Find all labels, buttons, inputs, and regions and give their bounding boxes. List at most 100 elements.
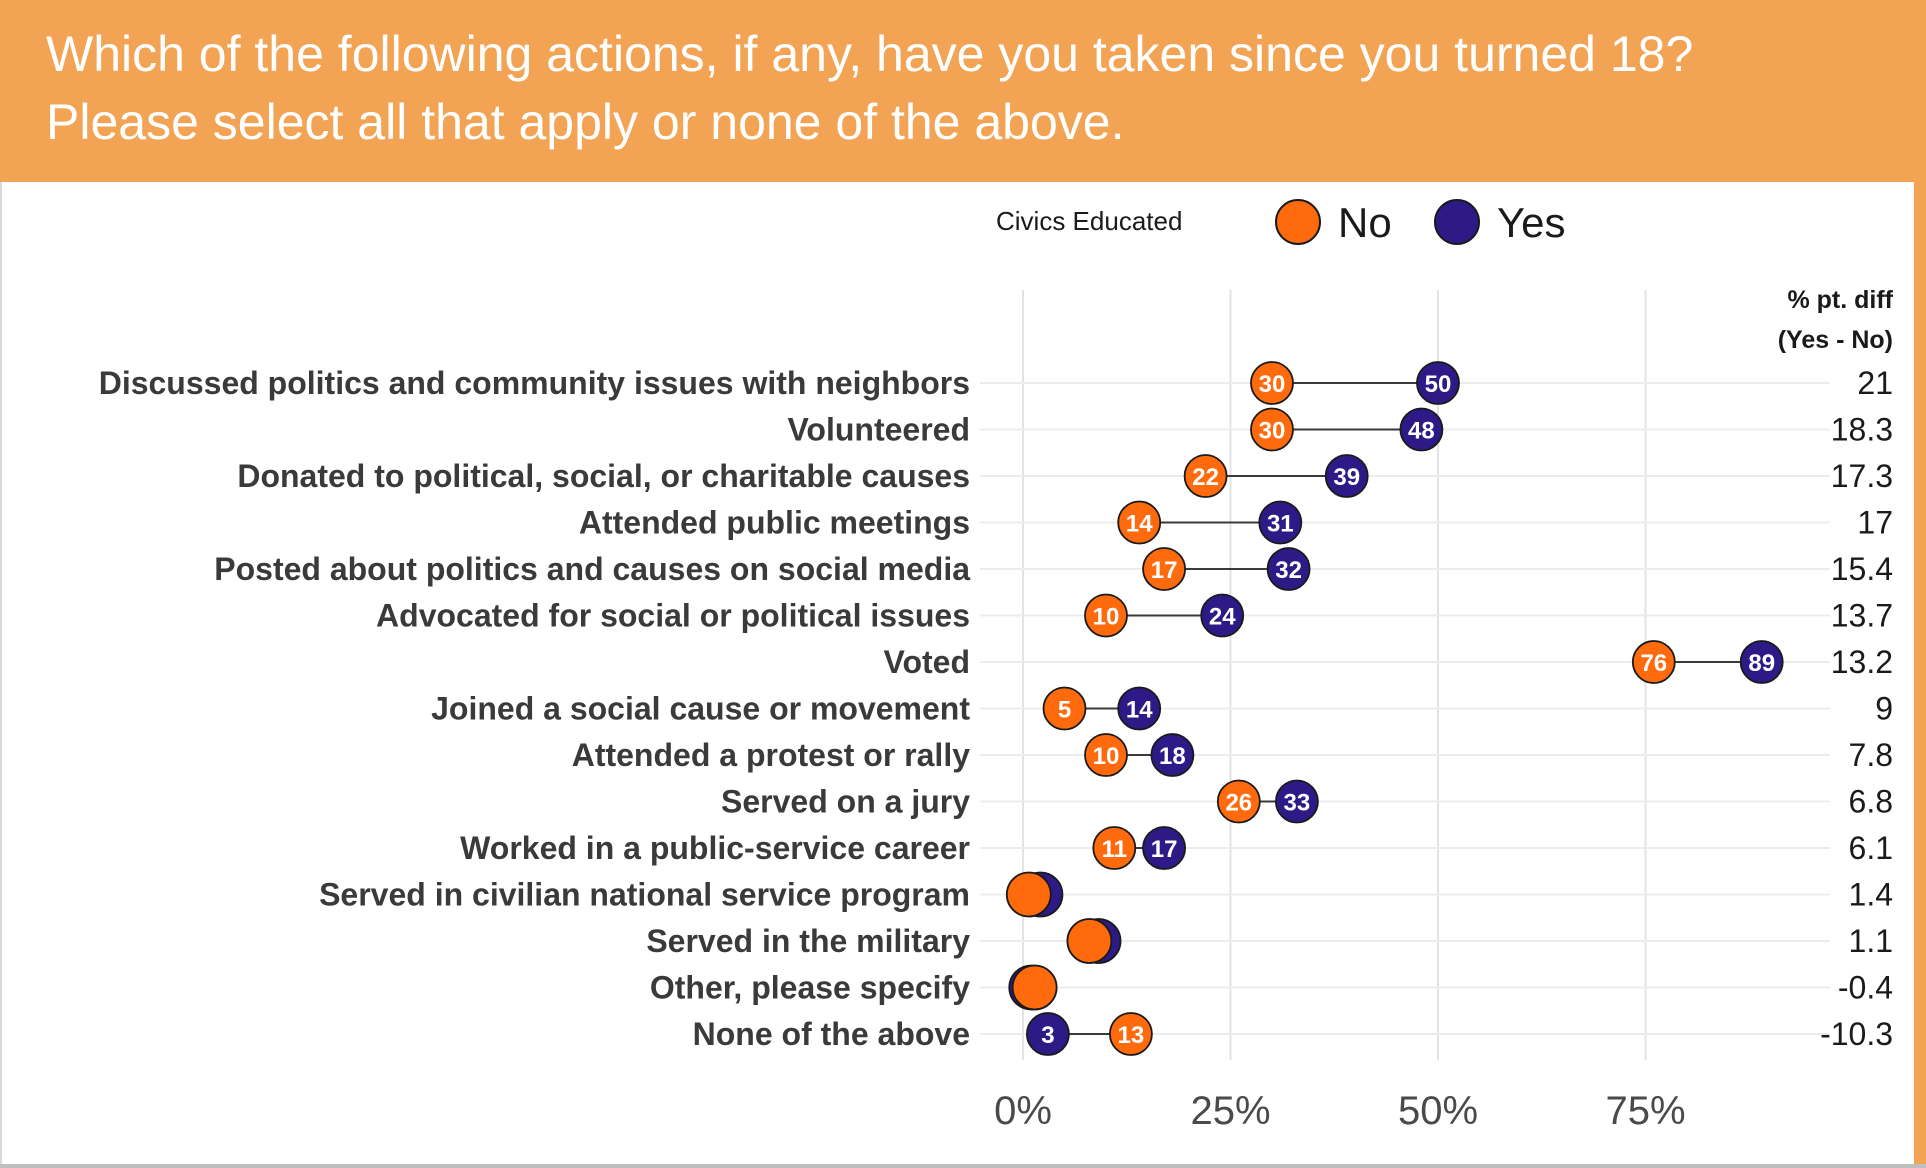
- category-label: Attended public meetings: [579, 505, 970, 541]
- category-label: Other, please specify: [650, 970, 970, 1006]
- row-14: None of the above 13 3 -10.3: [693, 1012, 1893, 1056]
- legend: Civics Educated No Yes % pt. diff (Yes - No): [996, 199, 1894, 354]
- x-tick-label: 25%: [1190, 1089, 1270, 1133]
- diff-value: 13.2: [1831, 644, 1893, 680]
- diff-value: 15.4: [1831, 551, 1893, 587]
- dot-yes-label: 50: [1425, 371, 1452, 398]
- question-line-1: Which of the following actions, if any, …: [46, 26, 1694, 82]
- dot-no-label: 10: [1093, 604, 1120, 631]
- dot-yes: [1266, 547, 1311, 591]
- dot-yes-label: 31: [1267, 511, 1294, 538]
- dot-yes: [1275, 779, 1319, 824]
- x-axis: 0% 25% 50% 75%: [994, 1089, 1685, 1133]
- dot-no-label: 14: [1126, 511, 1153, 538]
- dot-yes-label: 32: [1275, 557, 1302, 584]
- dot-yes-label: 24: [1209, 604, 1236, 631]
- category-label: Donated to political, social, or charita…: [237, 458, 970, 494]
- dot-yes-label: 33: [1284, 790, 1311, 817]
- diff-value: 1.1: [1849, 923, 1893, 959]
- dot-yes: [1142, 826, 1186, 870]
- dot-no-label: 17: [1151, 557, 1178, 584]
- dot-no-label: 11: [1102, 836, 1127, 863]
- dot-no: [1216, 779, 1261, 824]
- dot-no: [1109, 1012, 1153, 1056]
- dot-no-label: 10: [1093, 743, 1120, 770]
- legend-label-yes: Yes: [1497, 199, 1566, 246]
- diff-value: 17: [1857, 505, 1893, 541]
- dot-yes-label: 3: [1041, 1022, 1054, 1049]
- category-label: Voted: [883, 644, 970, 680]
- row-4: Posted about politics and causes on soci…: [214, 547, 1893, 591]
- dot-yes: [1258, 500, 1303, 545]
- dot-no: [1250, 361, 1294, 405]
- x-tick-label: 0%: [994, 1089, 1052, 1133]
- diff-value: 13.7: [1831, 598, 1893, 634]
- legend-title: Civics Educated: [996, 206, 1182, 236]
- dot-yes-label: 17: [1151, 836, 1178, 863]
- dot-no: [1066, 918, 1113, 964]
- dot-no: [1005, 871, 1052, 918]
- dot-no-label: 22: [1192, 464, 1219, 491]
- row-5: Advocated for social or political issues…: [376, 593, 1893, 638]
- diff-value: 6.1: [1849, 830, 1893, 866]
- category-label: Advocated for social or political issues: [376, 598, 970, 634]
- bottom-border: [0, 1164, 1926, 1168]
- category-label: Served in civilian national service prog…: [319, 877, 970, 913]
- dot-no-label: 30: [1259, 418, 1286, 445]
- row-6: Voted 76 89 13.2: [883, 640, 1893, 684]
- dot-no: [1250, 407, 1294, 452]
- row-0: Discussed politics and community issues …: [99, 361, 1893, 405]
- dot-no: [1011, 964, 1058, 1011]
- dot-no: [1142, 547, 1186, 591]
- row-12: Served in the military 1.1: [646, 918, 1893, 964]
- legend-label-no: No: [1338, 199, 1392, 246]
- category-label: Joined a social cause or movement: [431, 691, 970, 727]
- dot-yes-label: 18: [1159, 743, 1186, 770]
- dot-no: [1117, 500, 1162, 545]
- dot-yes: [1416, 361, 1460, 405]
- diff-value: 7.8: [1849, 737, 1893, 773]
- diff-value: -10.3: [1820, 1016, 1893, 1052]
- dot-yes-label: 14: [1126, 697, 1153, 724]
- dot-no-label: 13: [1118, 1022, 1145, 1049]
- right-accent-strip: [1914, 182, 1926, 1168]
- diff-value: 21: [1857, 365, 1893, 401]
- category-label: Served on a jury: [721, 784, 970, 820]
- row-13: Other, please specify -0.4: [650, 964, 1893, 1011]
- dot-yes: [1200, 593, 1245, 638]
- dot-no: [1631, 640, 1676, 684]
- dot-no: [1084, 733, 1128, 777]
- dot-no: [1042, 686, 1087, 731]
- question-header: Which of the following actions, if any, …: [0, 0, 1926, 182]
- x-tick-label: 75%: [1605, 1089, 1685, 1133]
- dot-yes: [1739, 640, 1784, 684]
- dot-yes-label: 39: [1333, 464, 1360, 491]
- category-label: Attended a protest or rally: [572, 737, 971, 773]
- dot-no-label: 5: [1058, 697, 1071, 724]
- dot-no-label: 26: [1225, 790, 1252, 817]
- diff-value: 1.4: [1849, 877, 1893, 913]
- row-3: Attended public meetings 14 31 17: [579, 500, 1893, 545]
- question-line-2: Please select all that apply or none of …: [46, 94, 1125, 150]
- category-label: None of the above: [693, 1016, 970, 1052]
- diff-value: 18.3: [1831, 412, 1893, 448]
- dot-yes-label: 89: [1748, 650, 1775, 677]
- dot-no-label: 76: [1640, 650, 1667, 677]
- diff-value: 9: [1875, 691, 1893, 727]
- category-label: Worked in a public-service career: [460, 830, 970, 866]
- x-tick-label: 50%: [1398, 1089, 1478, 1133]
- row-9: Served on a jury 26 33 6.8: [721, 779, 1893, 824]
- dot-yes: [1399, 407, 1444, 452]
- diff-value: 17.3: [1831, 458, 1893, 494]
- row-2: Donated to political, social, or charita…: [237, 454, 1893, 498]
- row-7: Joined a social cause or movement 5 14 9: [431, 686, 1893, 731]
- dot-yes: [1324, 454, 1369, 498]
- row-8: Attended a protest or rally 10 18 7.8: [572, 733, 1893, 777]
- dot-no: [1084, 593, 1128, 638]
- category-label: Served in the military: [646, 923, 970, 959]
- left-border: [0, 182, 2, 1168]
- diff-value: -0.4: [1838, 970, 1893, 1006]
- dot-no: [1183, 454, 1228, 498]
- category-label: Posted about politics and causes on soci…: [214, 551, 970, 587]
